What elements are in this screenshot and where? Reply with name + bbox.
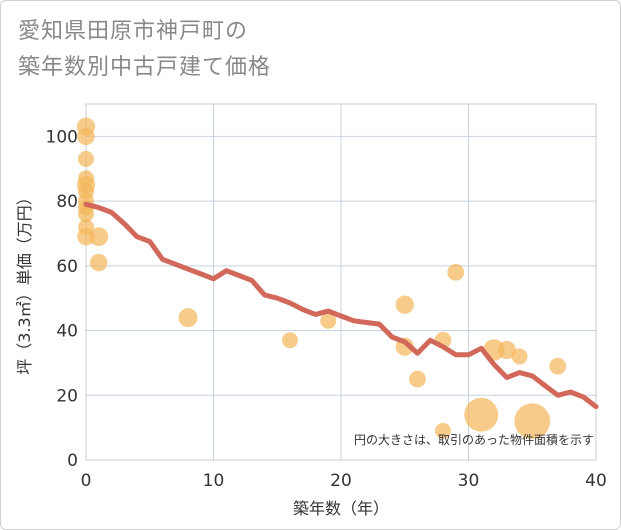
bubble-point	[178, 308, 198, 328]
chart-title-line-1: 愛知県田原市神戸町の	[18, 19, 249, 44]
bubble-point	[78, 151, 94, 168]
y-tick-label: 80	[56, 192, 78, 212]
trend-line	[83, 201, 599, 410]
bubble-point	[435, 422, 451, 439]
grid-lines	[86, 104, 596, 461]
bubble-point	[447, 263, 465, 281]
bubble-point	[511, 348, 528, 365]
x-axis-label: 築年数（年）	[293, 499, 389, 518]
bubble-point	[549, 357, 567, 375]
y-tick-label: 60	[56, 257, 78, 277]
x-tick-label: 0	[81, 471, 92, 491]
chart-title-line-2: 築年数別中古戸建て価格	[18, 55, 272, 80]
x-tick-label: 40	[585, 471, 607, 491]
bubble-point	[89, 253, 108, 272]
bubble-series	[76, 117, 567, 440]
x-tick-labels: 0 10 20 30 40	[81, 471, 607, 491]
bubble-point	[282, 332, 298, 349]
y-tick-label: 100	[46, 127, 78, 147]
chart-title: 愛知県田原市神戸町の 築年数別中古戸建て価格	[18, 14, 598, 86]
bubble-point	[464, 397, 499, 432]
bubble-point	[497, 340, 516, 360]
bubble-point	[409, 370, 426, 388]
bubble-point	[89, 227, 109, 247]
bubble-point	[77, 127, 95, 146]
x-tick-label: 10	[203, 471, 225, 491]
bubble-point	[78, 206, 94, 223]
y-tick-label: 0	[67, 451, 78, 471]
bubble-point	[395, 295, 414, 314]
bubble-point	[514, 403, 551, 440]
y-axis-label: 坪（3.3㎡）単価（万円）	[15, 189, 34, 374]
y-tick-labels: 0 20 40 60 80 100	[46, 127, 78, 471]
y-tick-label: 20	[56, 386, 78, 406]
y-tick-label: 40	[56, 322, 78, 342]
size-note: 円の大きさは、取引のあった物件面積を示す	[354, 432, 594, 447]
x-tick-label: 30	[458, 471, 480, 491]
bubble-point	[320, 312, 337, 329]
x-tick-label: 20	[330, 471, 352, 491]
plot-area	[85, 103, 597, 461]
